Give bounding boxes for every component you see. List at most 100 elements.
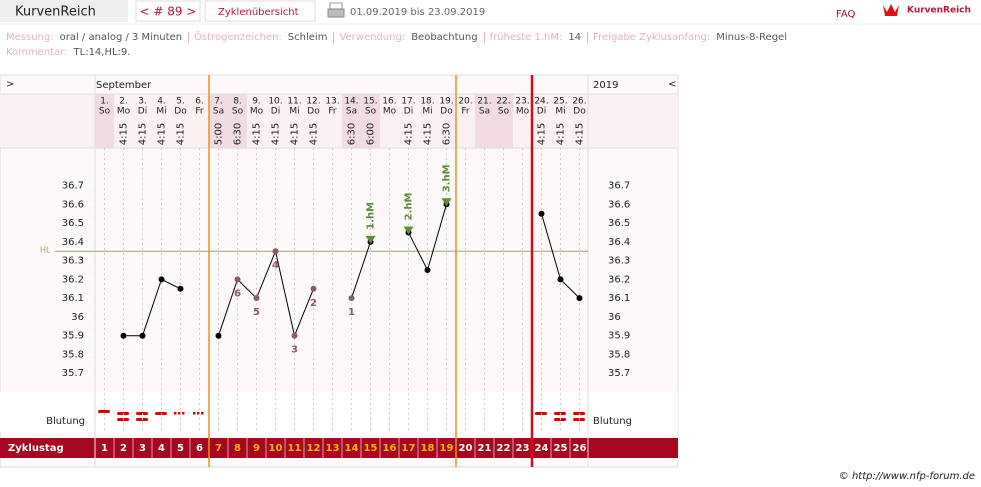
info-field: Östrogenzeichen: Schleim xyxy=(188,32,334,43)
weekday: Mi xyxy=(156,107,166,117)
measure-time: 4:15 xyxy=(423,123,434,145)
printer-icon[interactable] xyxy=(327,2,345,18)
day-number: 12. xyxy=(306,97,320,107)
temp-point xyxy=(291,332,298,339)
weekday: Sa xyxy=(479,107,490,117)
weekday: Fr xyxy=(195,107,204,117)
measure-time: 4:15 xyxy=(309,123,320,145)
bleeding-label: Blutung xyxy=(46,416,85,427)
cycle-day: 18 xyxy=(421,443,435,454)
weekend-shade xyxy=(361,94,380,148)
cycle-day-row xyxy=(0,438,678,458)
info-value: Minus-8-Regel xyxy=(716,32,787,43)
cycle-day: 21 xyxy=(478,443,492,454)
y-tick-label: 36.4 xyxy=(62,237,84,248)
cycle-day: 2 xyxy=(120,443,127,454)
info-label: früheste 1.hM: xyxy=(489,32,563,43)
footer: © http://www.nfp-forum.de xyxy=(839,471,975,482)
weekday: Mi xyxy=(555,107,565,117)
logo-crown xyxy=(883,4,899,16)
temp-point xyxy=(424,267,431,273)
hm-triangle xyxy=(365,235,376,244)
cycle-day: 26 xyxy=(573,443,587,454)
y-tick-label: 36.2 xyxy=(608,274,630,285)
cycle-day: 20 xyxy=(459,443,473,454)
cycle-day: 16 xyxy=(383,443,397,454)
overview-box[interactable] xyxy=(204,0,316,22)
temp-point xyxy=(576,295,583,302)
cycle-day: 14 xyxy=(345,443,359,454)
info-value: oral / analog / 3 Minuten xyxy=(59,32,183,43)
day-number: 23. xyxy=(515,97,529,107)
temp-point xyxy=(272,248,279,255)
weekday: So xyxy=(232,107,244,117)
app-title[interactable]: KurvenReich xyxy=(15,5,96,20)
weekday: Mi xyxy=(422,107,432,117)
weekend-shade xyxy=(475,94,494,148)
nav-left[interactable]: > xyxy=(6,79,14,90)
day-number: 25. xyxy=(553,97,567,107)
measure-time: 6:00 xyxy=(366,123,377,145)
day-number: 2. xyxy=(119,97,128,107)
comment-label: Kommentar: xyxy=(6,47,68,58)
cycle-day: 12 xyxy=(307,443,321,454)
weekday: Do xyxy=(174,107,187,117)
cycle-day: 7 xyxy=(215,443,222,454)
day-number: 18. xyxy=(420,97,434,107)
weekday: Sa xyxy=(213,107,224,117)
info-field: Verwendung: Beobachtung xyxy=(333,32,484,43)
day-number: 19. xyxy=(439,97,453,107)
day-number: 21. xyxy=(477,97,491,107)
cycle-day: 4 xyxy=(158,443,165,454)
day-number: 16. xyxy=(382,97,396,107)
y-tick-label: 35.8 xyxy=(608,349,630,360)
day-number: 24. xyxy=(534,97,548,107)
y-tick-label: 36.5 xyxy=(608,218,630,229)
temp-line xyxy=(123,204,580,338)
cycle-day: 13 xyxy=(326,443,340,454)
measure-time: 4:15 xyxy=(271,123,282,145)
day-number: 10. xyxy=(268,97,282,107)
hm-triangle xyxy=(441,198,452,207)
cycle-day-label: Zyklustag xyxy=(8,443,64,454)
y-tick-label: 36.7 xyxy=(62,181,84,192)
faq-link[interactable]: FAQ xyxy=(836,9,855,20)
weekday: Di xyxy=(271,107,280,117)
y-tick-label: 36.2 xyxy=(62,274,84,285)
measure-time: 4:15 xyxy=(404,123,415,145)
info-field: früheste 1.hM: 14 xyxy=(483,32,588,43)
nav-right[interactable]: < xyxy=(668,79,676,90)
temp-point xyxy=(158,276,165,283)
cycle-nav[interactable]: < # 89 > xyxy=(140,5,197,19)
weekend-shade xyxy=(95,94,114,148)
cycle-day: 25 xyxy=(554,443,568,454)
overview-tab[interactable]: Zyklenübersicht xyxy=(218,7,299,18)
year-label: 2019 xyxy=(593,80,618,91)
temp-point xyxy=(139,332,146,339)
hm-label: 3.hM xyxy=(442,164,453,192)
nav-box[interactable] xyxy=(135,0,201,22)
day-number: 8. xyxy=(233,97,242,107)
hm-label: 1.hM xyxy=(366,202,377,230)
day-number: 13. xyxy=(325,97,339,107)
day-number: 14. xyxy=(344,97,358,107)
bleeding-label: Blutung xyxy=(593,416,632,427)
weekday: So xyxy=(365,107,377,117)
low-label: 1 xyxy=(348,307,355,318)
day-number: 9. xyxy=(252,97,261,107)
y-tick-label: 35.8 xyxy=(62,349,84,360)
measure-time: 5:00 xyxy=(214,123,225,145)
cycle-day: 6 xyxy=(196,443,203,454)
bleeding-marks xyxy=(98,410,585,421)
temp-point xyxy=(538,210,545,217)
y-tick-label: 36.1 xyxy=(62,293,84,304)
day-number: 7. xyxy=(214,97,223,107)
y-tick-label: 35.7 xyxy=(62,368,84,379)
info-label: Messung: xyxy=(6,32,54,43)
weekday: So xyxy=(498,107,510,117)
cycle-day: 15 xyxy=(364,443,378,454)
weekday: Mo xyxy=(516,107,530,117)
weekday: Do xyxy=(307,107,320,117)
app-tab[interactable] xyxy=(0,0,128,22)
